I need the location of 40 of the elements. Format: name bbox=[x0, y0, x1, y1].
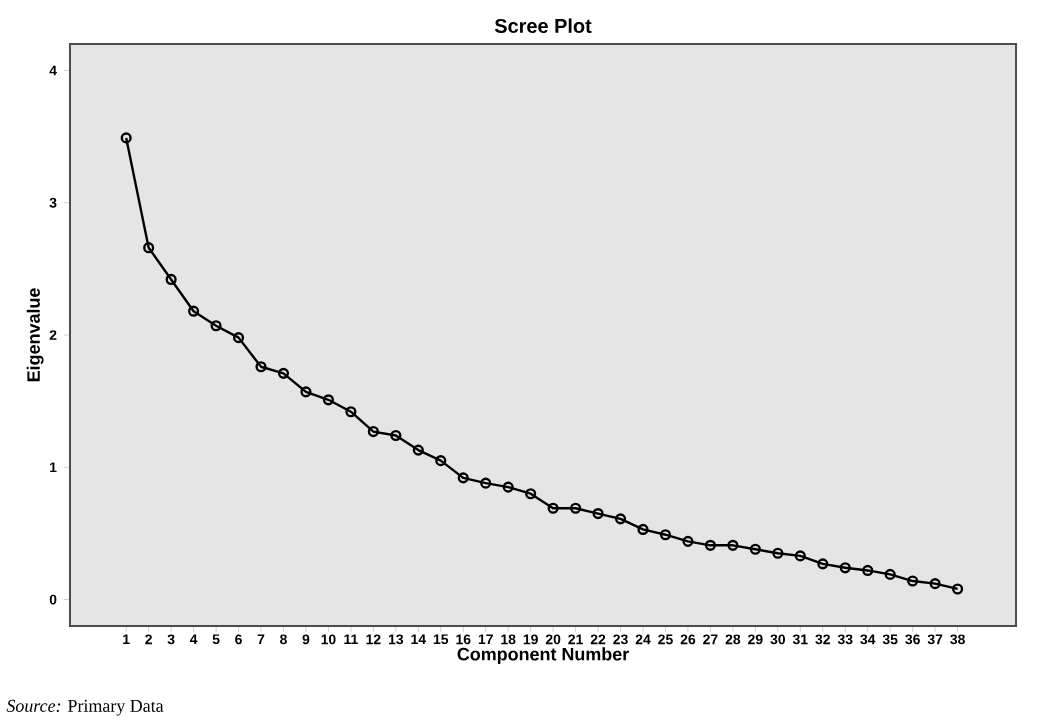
point bbox=[614, 513, 627, 525]
point bbox=[277, 367, 290, 379]
point bbox=[232, 332, 245, 344]
point bbox=[412, 444, 424, 456]
y-axis-title: Eigenvalue bbox=[26, 288, 44, 382]
point bbox=[502, 481, 514, 493]
point bbox=[749, 543, 761, 555]
point bbox=[592, 507, 604, 520]
point bbox=[570, 502, 582, 514]
point bbox=[345, 406, 357, 418]
point bbox=[817, 558, 829, 570]
point bbox=[772, 547, 784, 559]
point bbox=[525, 488, 537, 500]
point bbox=[143, 242, 155, 254]
point bbox=[659, 529, 672, 541]
point bbox=[704, 539, 717, 551]
point bbox=[547, 502, 559, 514]
chart-title: Scree Plot bbox=[494, 18, 592, 33]
point bbox=[322, 394, 335, 406]
point bbox=[907, 575, 919, 587]
point bbox=[839, 562, 851, 574]
point bbox=[480, 477, 492, 489]
x-axis-title: Component Number bbox=[457, 647, 629, 665]
point bbox=[300, 386, 312, 398]
point bbox=[188, 305, 200, 317]
point bbox=[794, 550, 806, 562]
point bbox=[637, 523, 649, 536]
point bbox=[390, 429, 402, 442]
point bbox=[457, 472, 469, 484]
point bbox=[862, 564, 874, 577]
point bbox=[435, 455, 447, 467]
point bbox=[165, 273, 177, 286]
point bbox=[727, 539, 739, 551]
point bbox=[210, 320, 222, 332]
point bbox=[884, 568, 896, 580]
point bbox=[682, 535, 694, 547]
point bbox=[367, 425, 379, 438]
text: Source: Primary Data bbox=[6, 699, 164, 716]
point bbox=[255, 361, 267, 373]
point bbox=[929, 578, 941, 590]
